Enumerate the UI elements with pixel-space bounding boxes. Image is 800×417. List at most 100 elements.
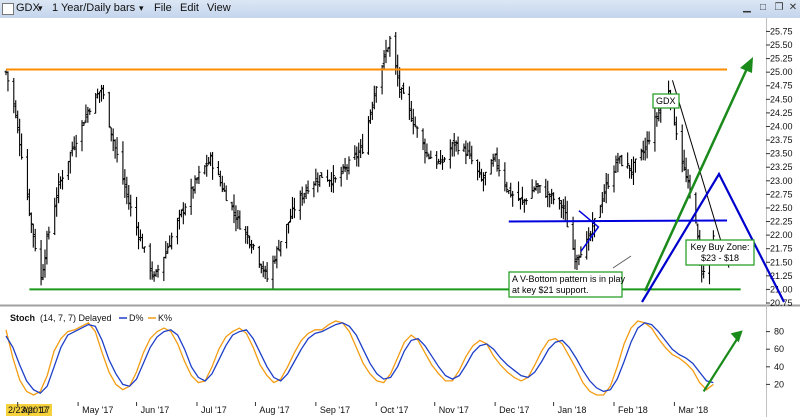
price-bar xyxy=(509,182,513,198)
price-bar xyxy=(602,184,606,203)
price-bar xyxy=(427,153,431,160)
stoch-d-line xyxy=(5,322,714,394)
price-bar xyxy=(181,202,185,225)
price-bar xyxy=(552,192,556,205)
price-bar xyxy=(600,191,604,214)
price-bar xyxy=(435,151,439,169)
price-bar xyxy=(532,186,536,193)
price-bar xyxy=(84,104,88,123)
price-bar xyxy=(372,85,376,110)
y-tick-label: 25.75 xyxy=(770,26,793,36)
price-bar xyxy=(72,136,76,151)
price-bar xyxy=(548,193,552,208)
price-bar xyxy=(437,158,441,164)
price-bar xyxy=(702,265,706,279)
price-bar xyxy=(645,131,649,159)
price-bar xyxy=(127,185,131,210)
timeframe-label[interactable]: 1 Year/Daily bars xyxy=(52,2,136,14)
y-tick-label: 23.25 xyxy=(770,162,793,172)
minimize-icon[interactable]: ▁ xyxy=(743,2,751,13)
price-bar xyxy=(287,221,291,234)
price-bar xyxy=(575,254,579,271)
price-bar xyxy=(538,185,542,193)
price-bar xyxy=(341,164,345,174)
price-bar xyxy=(25,149,29,201)
price-bar xyxy=(333,176,337,183)
price-bar xyxy=(452,133,456,157)
price-bar xyxy=(224,185,228,202)
price-bar xyxy=(86,106,90,123)
price-bar xyxy=(647,131,651,145)
chart-svg: 20.75 21.00 21.25 21.50 21.75 22.00 22.25 22.50… xyxy=(0,18,800,417)
price-bar xyxy=(520,186,524,205)
price-bar xyxy=(168,235,172,247)
price-bar xyxy=(27,188,31,217)
y-tick-label: 21.50 xyxy=(770,257,793,267)
price-bar xyxy=(565,200,569,228)
price-bar xyxy=(561,199,565,220)
x-tick-label: Oct '17 xyxy=(380,405,408,415)
price-bar xyxy=(439,150,443,165)
price-bar xyxy=(290,196,294,220)
price-bar xyxy=(250,239,254,254)
price-bar xyxy=(232,194,236,224)
price-bar xyxy=(101,84,105,100)
price-bar xyxy=(448,139,452,169)
price-bar xyxy=(99,84,103,102)
menu-square-icon[interactable] xyxy=(2,3,14,15)
price-bar xyxy=(183,203,187,216)
price-bar xyxy=(53,197,57,236)
price-bar xyxy=(57,173,61,204)
price-bar xyxy=(626,152,630,169)
price-bar xyxy=(156,264,160,278)
price-bar xyxy=(61,169,65,190)
price-bar xyxy=(454,140,458,152)
stoch-arrow-head xyxy=(730,330,743,343)
price-bar xyxy=(353,145,357,160)
price-bar xyxy=(534,180,538,191)
price-bar xyxy=(109,127,113,142)
close-icon[interactable]: ✕ xyxy=(788,2,798,13)
price-bar xyxy=(470,145,474,165)
price-bar xyxy=(6,71,10,92)
price-bar xyxy=(273,255,277,264)
price-bar xyxy=(361,133,365,155)
x-tick-label: Jan '18 xyxy=(558,405,587,415)
price-bar xyxy=(456,136,460,155)
y-tick-label: 25.25 xyxy=(770,54,793,64)
price-bar xyxy=(88,108,92,115)
y-tick-label: 25.50 xyxy=(770,40,793,50)
price-bar xyxy=(396,54,400,87)
menu-edit[interactable]: Edit xyxy=(180,2,199,14)
price-bar xyxy=(682,149,686,171)
price-bar xyxy=(82,121,86,126)
menu-file[interactable]: File xyxy=(154,2,172,14)
symbol-label[interactable]: GDX xyxy=(16,2,40,14)
x-tick-label: May '17 xyxy=(82,405,113,415)
price-bar xyxy=(413,116,417,128)
price-bar xyxy=(261,261,265,278)
x-tick-label: Jul '17 xyxy=(201,405,227,415)
chevron-down-icon[interactable]: ▾ xyxy=(38,3,43,13)
y-tick-label: 25.00 xyxy=(770,67,793,77)
price-bar xyxy=(481,172,485,192)
chevron-down-icon[interactable]: ▾ xyxy=(139,3,144,13)
gdx-box xyxy=(652,93,680,109)
price-bar xyxy=(320,172,324,178)
price-bar xyxy=(483,171,487,186)
price-bar xyxy=(398,67,402,98)
price-bar xyxy=(203,165,207,175)
restore-icon[interactable]: ❐ xyxy=(774,2,784,13)
price-bar xyxy=(279,241,283,257)
x-tick-label: Nov '17 xyxy=(439,405,469,415)
buyzone-text: $23 - $18 xyxy=(701,253,739,263)
price-bar xyxy=(292,197,296,219)
price-bar xyxy=(142,246,146,253)
price-bar xyxy=(251,243,255,250)
maximize-icon[interactable]: □ xyxy=(759,2,767,13)
price-bar xyxy=(277,239,281,251)
price-bar xyxy=(80,120,84,152)
menu-view[interactable]: View xyxy=(207,2,231,14)
price-bar xyxy=(641,140,645,161)
